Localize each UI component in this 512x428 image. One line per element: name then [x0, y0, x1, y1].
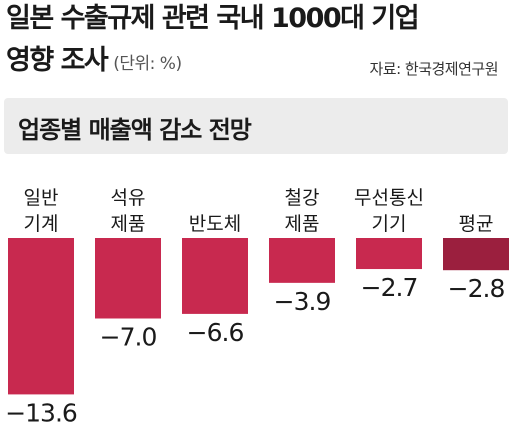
source-label: 자료: 한국경제연구원: [369, 60, 498, 78]
subtitle-band: [4, 98, 508, 154]
value-label: −3.9: [274, 287, 331, 316]
category-label: 제품: [285, 213, 320, 235]
chart-subtitle: 업종별 매출액 감소 전망: [18, 116, 252, 144]
chart-title-main: 영향 조사: [6, 45, 109, 76]
category-label: 기기: [372, 213, 407, 235]
value-label: −2.7: [361, 273, 418, 302]
category-label: 철강: [285, 187, 320, 209]
category-label: 반도체: [189, 213, 241, 235]
category-label: 일반: [24, 187, 59, 209]
category-label: 기계: [24, 213, 59, 235]
bar: [443, 238, 509, 271]
value-label: −2.8: [448, 274, 505, 303]
bar: [182, 238, 248, 314]
bar: [269, 238, 335, 283]
chart-title-line2: 영향 조사 (단위: %): [6, 44, 182, 81]
category-label: 평균: [459, 213, 494, 235]
category-label: 제품: [111, 213, 146, 235]
category-label: 석유: [111, 187, 146, 209]
bar: [356, 238, 422, 270]
bar: [8, 238, 74, 395]
bar: [95, 238, 161, 319]
value-label: −6.6: [187, 318, 244, 347]
value-label: −13.6: [5, 398, 77, 427]
value-label: −7.0: [100, 323, 157, 352]
chart-title-line1: 일본 수출규제 관련 국내 1000대 기업: [6, 3, 420, 34]
category-label: 무선통신: [354, 187, 424, 209]
unit-label: (단위: %): [113, 54, 182, 74]
